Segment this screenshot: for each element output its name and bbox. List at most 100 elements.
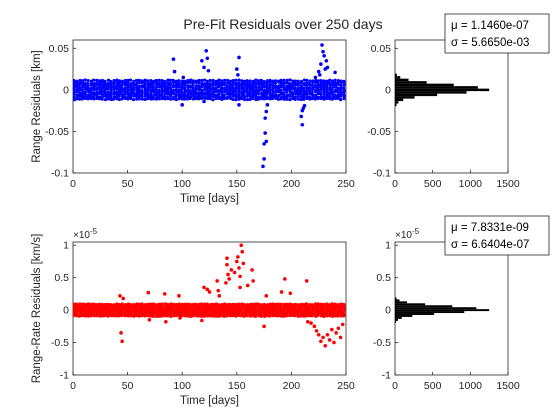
data-point: [333, 88, 338, 92]
data-point: [254, 92, 258, 96]
data-point: [231, 302, 235, 306]
data-point: [95, 86, 99, 90]
data-point: [168, 86, 173, 90]
data-point: [203, 78, 207, 82]
data-point: [146, 88, 150, 92]
data-point: [214, 97, 218, 101]
data-point: [112, 90, 116, 94]
outlier-point: [263, 131, 267, 135]
data-point: [151, 302, 156, 306]
data-point: [129, 81, 133, 86]
outlier-point: [238, 285, 242, 290]
data-point: [268, 302, 272, 306]
data-point: [282, 81, 286, 85]
histogram-bar: [395, 83, 454, 87]
data-point: [157, 78, 161, 82]
data-point: [214, 88, 218, 93]
data-point: [169, 97, 173, 101]
outlier-point: [236, 255, 240, 259]
data-point: [205, 91, 210, 95]
outlier-point: [241, 261, 246, 266]
data-point: [330, 302, 334, 306]
data-point: [143, 92, 147, 97]
data-point: [342, 86, 346, 90]
data-point: [311, 79, 315, 83]
data-point: [228, 302, 232, 307]
data-point: [100, 81, 104, 85]
data-point: [171, 84, 176, 88]
data-point: [282, 91, 286, 95]
data-point: [228, 92, 233, 96]
data-point: [299, 91, 303, 95]
data-point: [86, 302, 90, 306]
data-point: [254, 95, 258, 99]
x-tick-label: 250: [337, 178, 355, 190]
data-point: [276, 97, 281, 101]
data-point: [211, 98, 215, 102]
data-point: [271, 90, 275, 94]
data-point: [191, 97, 196, 101]
data-point: [282, 86, 287, 90]
outlier-point: [317, 73, 322, 77]
stats-box: μ = 1.1460e-07 σ = 5.6650e-03: [444, 13, 550, 54]
y-tick-label: 0.5: [54, 272, 69, 284]
data-point: [166, 310, 170, 314]
data-point: [228, 85, 232, 90]
data-point: [231, 78, 235, 83]
data-point: [302, 86, 306, 90]
outlier-point: [263, 116, 267, 120]
histogram-bar: [395, 73, 397, 77]
histogram-bar: [395, 320, 397, 323]
outlier-point: [164, 320, 168, 324]
data-point: [128, 78, 133, 82]
data-point: [231, 89, 235, 93]
data-point: [188, 88, 192, 93]
data-point: [143, 302, 147, 307]
data-point: [140, 97, 145, 101]
data-point: [319, 95, 323, 99]
data-point: [279, 95, 284, 99]
data-point: [98, 90, 102, 94]
data-point: [126, 81, 130, 85]
x-tick-label: 0: [70, 178, 76, 190]
data-point: [242, 86, 246, 90]
data-point: [251, 302, 255, 306]
y-tick-label: 0: [63, 84, 69, 96]
data-point: [197, 302, 201, 306]
x-tick-label: 0: [70, 380, 76, 392]
data-point: [310, 303, 314, 307]
data-point: [322, 302, 326, 306]
data-point: [342, 97, 346, 101]
data-point: [117, 85, 122, 89]
data-point: [291, 95, 295, 99]
data-point: [171, 78, 175, 82]
data-point: [214, 86, 218, 90]
outlier-point: [239, 243, 243, 248]
data-point: [307, 86, 312, 90]
data-point: [180, 85, 184, 89]
data-point: [262, 97, 266, 101]
data-point: [291, 79, 295, 83]
data-point: [248, 82, 252, 86]
data-point: [109, 85, 113, 90]
data-point: [177, 85, 181, 89]
data-point: [78, 78, 82, 83]
data-point: [168, 81, 172, 85]
outlier-points: [171, 43, 337, 169]
data-point: [248, 90, 252, 94]
data-point: [120, 97, 124, 101]
outlier-point: [338, 335, 343, 340]
data-point: [285, 93, 289, 97]
outlier-point: [162, 292, 167, 296]
data-point: [89, 82, 93, 86]
data-point: [288, 302, 292, 306]
histogram-bar: [395, 305, 453, 308]
data-point: [208, 97, 213, 101]
data-point: [182, 302, 187, 306]
data-point: [279, 302, 283, 306]
data-point: [169, 302, 173, 306]
outlier-point: [237, 55, 241, 60]
x-axis-label: Time [days]: [180, 395, 239, 407]
data-point: [131, 86, 136, 90]
data-point: [100, 302, 104, 306]
